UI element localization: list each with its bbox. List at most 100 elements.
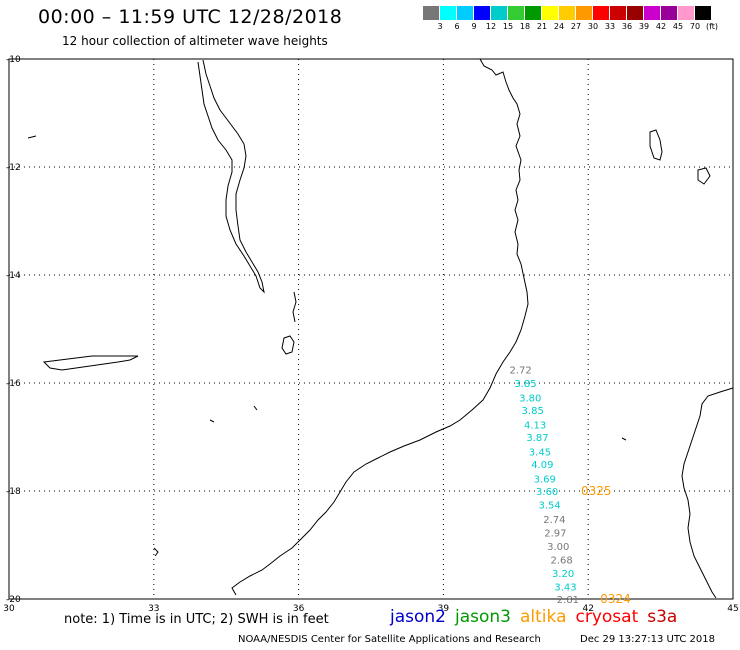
wave-height-value: 3.00 — [547, 542, 569, 553]
wave-height-value: 4.13 — [524, 421, 546, 432]
latitude-label: -12 — [6, 163, 21, 173]
satellite-cryosat: cryosat — [575, 607, 639, 627]
legend-swatch — [559, 6, 576, 20]
legend-swatch — [593, 6, 610, 20]
mainland-coast — [231, 58, 529, 596]
latitude-label: -16 — [6, 379, 21, 389]
wave-height-value: 2.68 — [551, 556, 573, 567]
legend-swatches — [423, 6, 712, 20]
lake-chilwa — [281, 335, 295, 355]
legend-swatch — [423, 6, 440, 20]
wave-height-value: 3.20 — [552, 569, 574, 580]
wave-height-value: 2.74 — [543, 515, 565, 526]
wave-height-value: 3.69 — [534, 475, 556, 486]
latitude-label: -20 — [6, 595, 21, 605]
wave-height-value: 3.54 — [538, 501, 560, 512]
wave-height-value: 2.81 — [557, 595, 579, 606]
madagascar-coast — [681, 387, 734, 599]
legend-label: 15 — [502, 22, 514, 31]
pass-time-label: 0324 — [600, 592, 631, 606]
longitude-label: 42 — [582, 604, 593, 614]
satellite-s3a: s3a — [647, 607, 678, 627]
legend-swatch — [695, 6, 712, 20]
wave-height-value: 3.60 — [536, 487, 558, 498]
legend-swatch — [525, 6, 542, 20]
footnote: note: 1) Time is in UTC; 2) SWH is in fe… — [64, 612, 329, 627]
wave-height-value: 3.45 — [529, 448, 551, 459]
credit-text: NOAA/NESDIS Center for Satellite Applica… — [238, 634, 541, 645]
lake-kariba — [42, 355, 139, 371]
pass-time-label: 0325 — [581, 484, 612, 498]
coastline — [27, 58, 734, 599]
axis-labels: 30 33 36 39 42 45 -10 -12 -14 -16 -18 -20 — [3, 55, 738, 614]
legend-label: 70 — [689, 22, 701, 31]
river-shire — [292, 291, 297, 323]
map-subtitle: 12 hour collection of altimeter wave hei… — [62, 34, 328, 48]
legend-swatch — [457, 6, 474, 20]
legend-label: (ft) — [705, 22, 719, 31]
legend-swatch — [627, 6, 644, 20]
longitude-label: 45 — [727, 604, 738, 614]
legend-label: 3 — [437, 22, 443, 31]
satellite-legend: jason2 jason3 altika cryosat s3a — [390, 607, 677, 627]
legend-label: 18 — [519, 22, 531, 31]
legend-label: 36 — [621, 22, 633, 31]
pass-time-labels: 0325 0324 — [581, 484, 631, 606]
longitude-label: 30 — [3, 604, 15, 614]
longitude-label: 36 — [293, 604, 305, 614]
legend-label: 30 — [587, 22, 599, 31]
wave-height-labels: 2.723.853.803.854.133.873.454.093.693.60… — [509, 366, 579, 607]
legend-label: 24 — [553, 22, 565, 31]
legend-swatch — [508, 6, 525, 20]
legend-label: 21 — [536, 22, 548, 31]
legend-swatch — [678, 6, 695, 20]
small-island-2 — [209, 419, 215, 423]
legend-swatch — [474, 6, 491, 20]
satellite-jason3: jason3 — [455, 607, 511, 627]
small-island-4 — [153, 547, 159, 557]
wave-height-value: 3.80 — [519, 394, 541, 405]
legend-swatch — [491, 6, 508, 20]
comoros-island — [649, 129, 663, 161]
legend-label: 45 — [672, 22, 684, 31]
lake-malawi — [197, 59, 265, 294]
wave-height-value: 2.72 — [509, 366, 531, 377]
legend-swatch — [542, 6, 559, 20]
legend-swatch — [610, 6, 627, 20]
legend-label: 27 — [570, 22, 582, 31]
legend-swatch — [440, 6, 457, 20]
lat-lon-grid — [9, 59, 733, 599]
wave-height-value: 2.97 — [544, 529, 566, 540]
mayotte-island — [697, 167, 711, 185]
satellite-jason2: jason2 — [390, 607, 446, 627]
small-island-1 — [27, 135, 37, 139]
wave-height-value: 3.87 — [526, 433, 548, 444]
color-legend: 3 6 9 12 15 18 21 24 27 30 33 36 39 42 45 70 (ft) — [423, 6, 718, 34]
generated-timestamp: Dec 29 13:27:13 UTC 2018 — [580, 634, 715, 645]
latitude-label: -14 — [6, 271, 21, 281]
small-island-5 — [621, 437, 627, 441]
satellite-altika: altika — [520, 607, 567, 627]
legend-swatch — [644, 6, 661, 20]
legend-swatch — [661, 6, 678, 20]
map-title: 00:00 – 11:59 UTC 12/28/2018 — [38, 6, 343, 28]
longitude-label: 33 — [148, 604, 159, 614]
legend-label: 9 — [471, 22, 477, 31]
legend-labels: 3 6 9 12 15 18 21 24 27 30 33 36 39 42 45 70 (ft) — [423, 20, 718, 34]
map-frame — [8, 58, 734, 600]
small-island-3 — [253, 405, 258, 411]
wave-height-value: 3.85 — [522, 406, 544, 417]
legend-swatch — [576, 6, 593, 20]
wave-height-value: 4.09 — [531, 460, 553, 471]
legend-label: 33 — [604, 22, 616, 31]
legend-label: 42 — [655, 22, 667, 31]
longitude-label: 39 — [438, 604, 450, 614]
wave-height-value: 3.43 — [554, 583, 576, 594]
latitude-label: -10 — [6, 55, 21, 65]
legend-label: 12 — [485, 22, 497, 31]
legend-label: 39 — [638, 22, 650, 31]
legend-label: 6 — [454, 22, 460, 31]
latitude-label: -18 — [6, 487, 21, 497]
wave-height-value: 3.85 — [514, 379, 536, 390]
